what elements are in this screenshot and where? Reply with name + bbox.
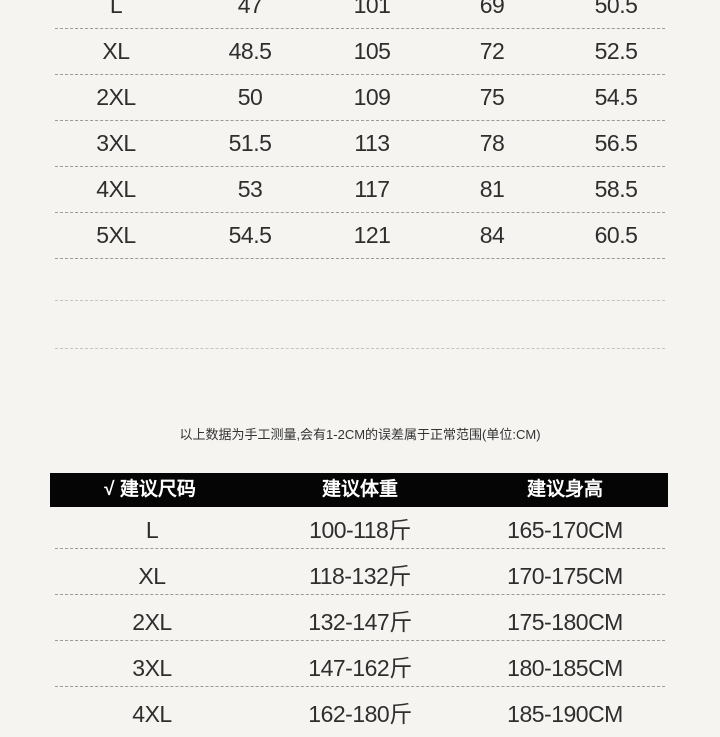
- table-cell: 180-185CM: [507, 655, 623, 681]
- row-divider: [55, 640, 665, 641]
- table-cell: 60.5: [594, 222, 638, 248]
- table-cell: 50.5: [594, 0, 638, 18]
- table-cell: 109: [353, 84, 391, 110]
- table-cell: 69: [479, 0, 505, 18]
- row-divider: [55, 74, 665, 75]
- table-cell: 185-190CM: [507, 701, 623, 727]
- table-cell: 132-147斤: [308, 609, 412, 635]
- table-cell: 2XL: [132, 609, 172, 635]
- table-cell: 3XL: [96, 130, 136, 156]
- table-cell: 54.5: [228, 222, 272, 248]
- table-cell: 56.5: [594, 130, 638, 156]
- table-cell: 162-180斤: [308, 701, 412, 727]
- row-divider: [55, 28, 665, 29]
- table-row: 5XL 54.5 121 84 60.5: [0, 212, 720, 258]
- header-weight: 建议体重: [321, 479, 399, 500]
- table-cell: 117: [354, 176, 390, 202]
- row-divider: [55, 166, 665, 167]
- table-cell: 84: [479, 222, 505, 248]
- row-divider: [55, 300, 665, 301]
- table-cell: 2XL: [96, 84, 136, 110]
- table-cell: 147-162斤: [308, 655, 412, 681]
- table-row: 2XL 50 109 75 54.5: [0, 74, 720, 120]
- table-cell: 113: [354, 130, 390, 156]
- table-cell: 100-118斤: [309, 517, 411, 543]
- table-cell: L: [109, 0, 123, 18]
- table-cell: 175-180CM: [507, 609, 623, 635]
- table-cell: 47: [237, 0, 263, 18]
- header-height: 建议身高: [526, 479, 604, 500]
- table-row: 3XL 147-162斤 180-185CM: [0, 645, 720, 691]
- table-cell: 5XL: [96, 222, 136, 248]
- table-cell: 170-175CM: [507, 563, 623, 589]
- row-divider: [55, 548, 665, 549]
- table-cell: 58.5: [594, 176, 638, 202]
- table-cell: 3XL: [132, 655, 172, 681]
- table-row: 4XL 162-180斤 185-190CM: [0, 691, 720, 737]
- table-cell: 53: [237, 176, 263, 202]
- table-cell: 78: [479, 130, 505, 156]
- table-row: XL 48.5 105 72 52.5: [0, 28, 720, 74]
- table-row: 4XL 53 117 81 58.5: [0, 166, 720, 212]
- table-cell: 54.5: [594, 84, 638, 110]
- table-row: 2XL 132-147斤 175-180CM: [0, 599, 720, 645]
- measurement-note: 以上数据为手工测量,会有1-2CM的误差属于正常范围(单位:CM): [179, 427, 541, 442]
- row-divider: [55, 212, 665, 213]
- table-cell: 118-132斤: [309, 563, 411, 589]
- table-cell: L: [145, 517, 159, 543]
- header-size: √ 建议尺码: [104, 479, 196, 500]
- table-cell: 121: [353, 222, 391, 248]
- row-divider: [55, 120, 665, 121]
- table-cell: 81: [479, 176, 505, 202]
- table-row: L 100-118斤 165-170CM: [0, 507, 720, 553]
- table-row: 3XL 51.5 113 78 56.5: [0, 120, 720, 166]
- table-cell: 50: [237, 84, 263, 110]
- table-row: L 47 101 69 50.5: [0, 0, 720, 28]
- table-cell: 165-170CM: [507, 517, 623, 543]
- row-divider: [55, 594, 665, 595]
- table-cell: 75: [479, 84, 505, 110]
- table-cell: 4XL: [96, 176, 136, 202]
- table-cell: 4XL: [132, 701, 172, 727]
- row-divider: [55, 348, 665, 349]
- table-cell: XL: [102, 38, 130, 64]
- table-cell: XL: [138, 563, 166, 589]
- table-cell: 72: [479, 38, 505, 64]
- recommend-header: √ 建议尺码 建议体重 建议身高: [50, 473, 668, 507]
- table-row: XL 118-132斤 170-175CM: [0, 553, 720, 599]
- table-cell: 48.5: [228, 38, 272, 64]
- table-cell: 105: [353, 38, 391, 64]
- table-cell: 52.5: [594, 38, 638, 64]
- table-cell: 101: [353, 0, 391, 18]
- table-cell: 51.5: [228, 130, 272, 156]
- row-divider: [55, 258, 665, 259]
- row-divider: [55, 686, 665, 687]
